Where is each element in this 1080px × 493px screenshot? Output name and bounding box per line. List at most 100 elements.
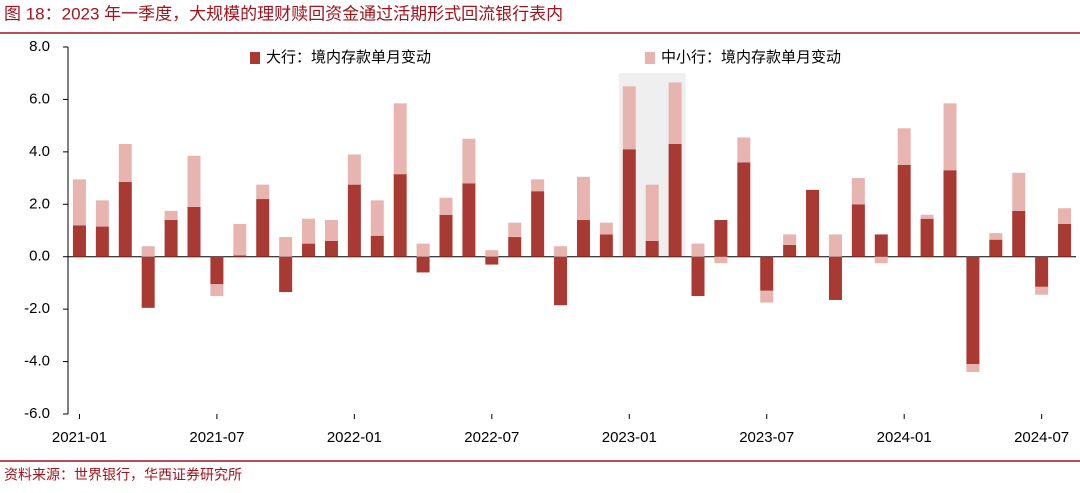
legend-label: 中小行：境内存款单月变动: [661, 48, 841, 66]
x-tick-label: 2022-07: [464, 429, 519, 446]
bar: [347, 184, 361, 257]
bar: [439, 214, 453, 257]
bar: [347, 154, 361, 185]
x-tick-label: 2023-01: [602, 429, 657, 446]
bar: [1058, 208, 1072, 224]
y-tick-label: 4.0: [29, 143, 50, 160]
bar: [393, 103, 407, 175]
bar: [645, 240, 659, 257]
bar: [118, 143, 132, 183]
chart-title: 图 18：2023 年一季度，大规模的理财赎回资金通过活期形式回流银行表内: [4, 4, 563, 23]
bar: [966, 256, 980, 365]
bar: [691, 243, 705, 257]
bar: [897, 128, 911, 165]
bar: [531, 191, 545, 257]
bar: [393, 174, 407, 257]
bar: [920, 218, 934, 257]
bar: [1035, 286, 1049, 295]
bar: [256, 184, 270, 200]
bar: [737, 137, 751, 163]
bar: [141, 256, 155, 308]
bar: [141, 246, 155, 257]
bar: [668, 143, 682, 257]
x-tick-label: 2024-07: [1014, 429, 1069, 446]
legend-swatch: [645, 52, 655, 64]
y-tick-label: 6.0: [29, 90, 50, 107]
bar: [783, 244, 797, 257]
bar: [622, 86, 636, 150]
bar: [324, 240, 338, 257]
x-tick-label: 2022-01: [327, 429, 382, 446]
bar: [462, 138, 476, 184]
bar: [210, 256, 224, 285]
bar: [576, 220, 590, 257]
bar: [485, 256, 499, 265]
bar: [622, 149, 636, 257]
bar: [943, 103, 957, 171]
bar: [966, 364, 980, 373]
x-tick-label: 2023-07: [739, 429, 794, 446]
x-tick-label: 2021-01: [52, 429, 107, 446]
bar: [439, 197, 453, 215]
bar: [72, 225, 86, 257]
bar: [324, 220, 338, 241]
x-tick-label: 2024-01: [877, 429, 932, 446]
bar: [760, 256, 774, 291]
bar: [118, 182, 132, 257]
y-tick-label: 0.0: [29, 248, 50, 265]
bar: [164, 220, 178, 257]
bar: [187, 206, 201, 257]
bar: [897, 164, 911, 257]
bar: [714, 220, 728, 257]
bar: [279, 256, 293, 293]
bar: [599, 234, 613, 257]
bar: [714, 256, 728, 264]
bar: [851, 204, 865, 257]
y-tick-label: -4.0: [24, 353, 50, 370]
bar: [508, 222, 522, 238]
bar: [576, 176, 590, 221]
bar: [416, 243, 430, 257]
bar: [508, 237, 522, 257]
bar: [210, 284, 224, 297]
bar: [95, 226, 109, 257]
bar: [416, 256, 430, 273]
bar: [370, 200, 384, 236]
y-tick-label: -6.0: [24, 405, 50, 422]
bar: [485, 250, 499, 257]
y-tick-label: 8.0: [29, 38, 50, 55]
bar: [187, 155, 201, 207]
bar: [828, 234, 842, 257]
bar: [1058, 223, 1072, 257]
bar: [828, 256, 842, 300]
bar: [874, 234, 888, 257]
bar: [462, 183, 476, 257]
bar: [302, 243, 316, 257]
bar: [1012, 172, 1026, 211]
bar: [645, 184, 659, 241]
bar: [72, 179, 86, 226]
bar: [599, 222, 613, 235]
bar: [668, 82, 682, 144]
bar: [874, 256, 888, 264]
bar: [989, 233, 1003, 240]
bar: [554, 246, 568, 257]
bar: [760, 290, 774, 303]
bar: [279, 237, 293, 257]
bar: [691, 256, 705, 297]
bar: [95, 200, 109, 227]
bar: [233, 223, 247, 256]
bar: [164, 210, 178, 221]
bar: [1035, 256, 1049, 287]
legend-swatch: [250, 52, 260, 64]
y-tick-label: -2.0: [24, 300, 50, 317]
bar: [806, 189, 820, 257]
bar: [370, 235, 384, 257]
bar: [737, 162, 751, 257]
legend-label: 大行：境内存款单月变动: [266, 48, 431, 66]
bar: [989, 239, 1003, 257]
bar: [851, 178, 865, 205]
bar: [302, 218, 316, 244]
bar: [920, 214, 934, 219]
